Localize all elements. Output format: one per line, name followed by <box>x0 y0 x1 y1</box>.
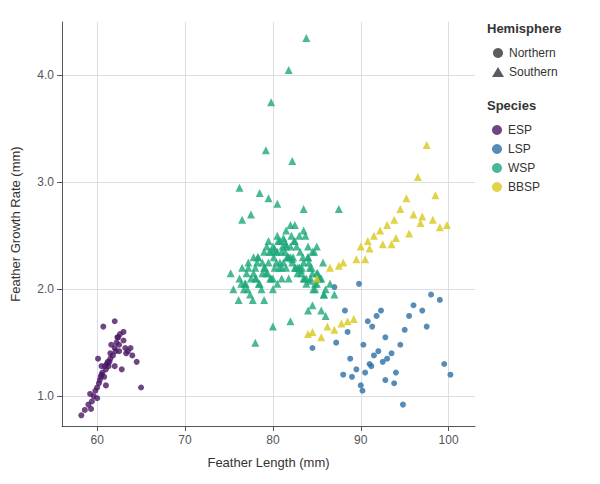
svg-text:ESP: ESP <box>508 123 532 137</box>
svg-text:3.0: 3.0 <box>37 175 54 189</box>
svg-text:4.0: 4.0 <box>37 68 54 82</box>
svg-text:1.0: 1.0 <box>37 389 54 403</box>
svg-text:Feather Length (mm): Feather Length (mm) <box>207 455 329 470</box>
svg-text:90: 90 <box>354 433 368 447</box>
svg-text:60: 60 <box>90 433 104 447</box>
svg-text:LSP: LSP <box>508 142 531 156</box>
svg-text:Northern: Northern <box>509 46 556 60</box>
svg-text:Southern: Southern <box>509 65 558 79</box>
svg-text:WSP: WSP <box>508 161 535 175</box>
svg-text:Feather Growth Rate (mm): Feather Growth Rate (mm) <box>8 146 23 301</box>
svg-text:80: 80 <box>266 433 280 447</box>
svg-text:2.0: 2.0 <box>37 282 54 296</box>
svg-text:BBSP: BBSP <box>508 180 540 194</box>
svg-text:Hemisphere: Hemisphere <box>487 21 561 36</box>
svg-text:100: 100 <box>439 433 459 447</box>
svg-text:Species: Species <box>487 98 536 113</box>
svg-text:70: 70 <box>178 433 192 447</box>
